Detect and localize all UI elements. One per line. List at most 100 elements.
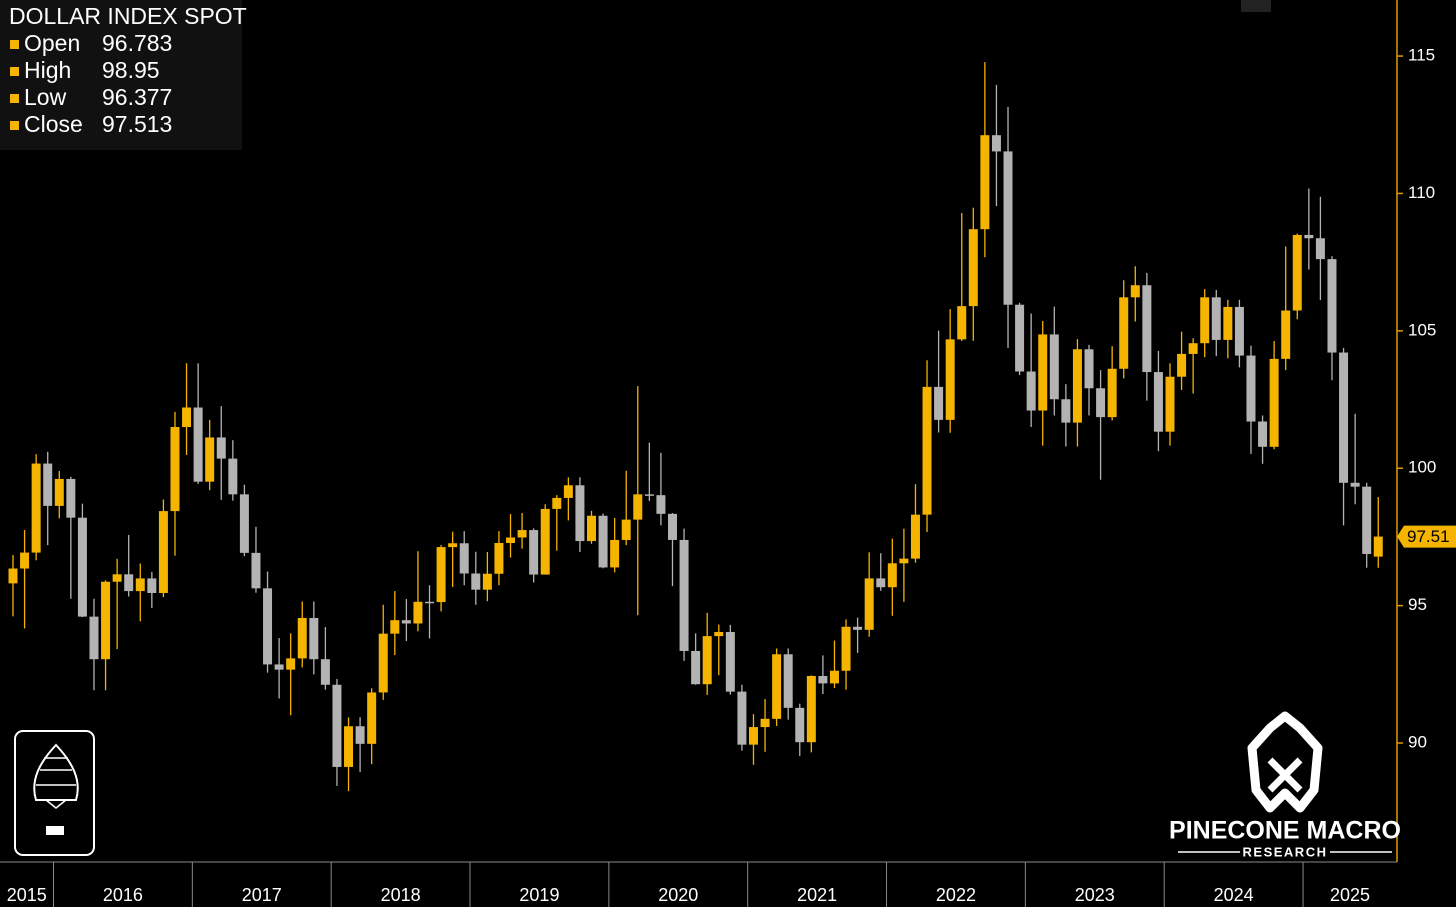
x-tick-label: 2024 <box>1214 885 1254 905</box>
candle-body <box>471 573 481 590</box>
candle-body <box>1003 151 1013 305</box>
candle-body <box>112 574 122 582</box>
candle-body <box>332 684 342 767</box>
x-tick-label: 2017 <box>242 885 282 905</box>
candle-body <box>667 513 677 540</box>
candle-body <box>818 675 828 684</box>
candle-body <box>1281 310 1291 359</box>
candle-body <box>1177 353 1187 377</box>
legend-value: 96.377 <box>102 84 172 110</box>
candle-body <box>1072 349 1082 423</box>
legend-box <box>0 0 242 150</box>
candle-body <box>413 601 423 624</box>
candle-body <box>66 478 76 518</box>
candle-body <box>540 508 550 575</box>
candle-body <box>8 568 18 584</box>
candle-body <box>610 539 620 568</box>
candle-body <box>1096 388 1106 418</box>
candle-body <box>1061 399 1071 423</box>
candle-body <box>506 537 516 543</box>
candle-body <box>968 229 978 307</box>
candle-body <box>772 654 782 719</box>
legend-label: Close <box>24 111 83 137</box>
legend-label: High <box>24 57 71 83</box>
candle-body <box>991 135 1001 152</box>
candle-body <box>853 626 863 630</box>
candle-body <box>1315 238 1325 260</box>
x-tick-label: 2023 <box>1075 885 1115 905</box>
candle-body <box>1049 334 1059 400</box>
candle-body <box>587 515 596 542</box>
candle-body <box>1327 259 1337 353</box>
candle-body <box>1246 355 1256 422</box>
candle-body <box>31 463 41 553</box>
candle-body <box>644 494 654 496</box>
pinecone-detail <box>36 757 76 809</box>
candle-body <box>691 650 701 685</box>
candle-body <box>1153 372 1163 432</box>
candle-body <box>748 727 758 745</box>
candle-body <box>1350 482 1360 487</box>
candle-body <box>1292 234 1302 311</box>
candle-body <box>216 437 226 459</box>
badge-frame <box>14 730 95 856</box>
x-tick-label: 2021 <box>797 885 837 905</box>
candle-body <box>482 573 492 590</box>
candle-body <box>401 620 411 624</box>
candle-body <box>887 563 897 588</box>
candle-body <box>378 633 388 693</box>
y-tick-label: 100 <box>1408 458 1436 477</box>
x-tick-label: 2019 <box>519 885 559 905</box>
candle-body <box>922 386 932 515</box>
x-tick-label: 2016 <box>103 885 143 905</box>
x-tick-label: 2020 <box>658 885 698 905</box>
candle-body <box>1119 297 1129 369</box>
candle-body <box>1026 371 1036 411</box>
y-tick-label: 115 <box>1408 46 1435 65</box>
candle-body <box>806 675 816 743</box>
candle-body <box>841 626 851 671</box>
badge-mark <box>46 826 64 835</box>
candle-body <box>910 514 920 559</box>
last-price-tag <box>1397 525 1456 548</box>
x-tick-label: 2025 <box>1330 885 1370 905</box>
candle-body <box>147 578 157 593</box>
x-tick-label: 2018 <box>381 885 421 905</box>
candle-body <box>459 543 469 574</box>
legend-label: Low <box>24 84 67 110</box>
candle-body <box>170 427 180 512</box>
legend-swatch <box>10 40 19 49</box>
candle-body <box>448 543 458 548</box>
legend-swatch <box>10 67 19 76</box>
legend-swatch <box>10 121 19 130</box>
brand-logo: PINECONE MACRO RESEARCH <box>1169 711 1401 859</box>
candle-body <box>633 494 643 520</box>
candle-body <box>1188 343 1198 354</box>
candle-body <box>679 539 689 651</box>
axes: 90 95 100 105 110 115 2015 2016 2017 2018 2019 2020… <box>7 46 1456 907</box>
candles <box>8 62 1383 792</box>
candle-body <box>945 339 955 420</box>
candle-body <box>205 437 215 482</box>
candle-body <box>390 620 400 634</box>
legend: Open 96.783 High 98.95 Low 96.377 Close 97.513 <box>10 30 172 137</box>
candle-body <box>124 574 134 592</box>
candle-body <box>598 515 608 568</box>
candle-body <box>529 530 539 575</box>
candle-body <box>158 511 168 593</box>
candle-body <box>274 664 284 670</box>
candle-body <box>1130 285 1140 298</box>
candle-body <box>425 601 435 604</box>
candle-body <box>251 552 261 589</box>
y-tick-label: 90 <box>1408 733 1427 752</box>
candle-body <box>737 691 747 745</box>
candle-body <box>1234 306 1244 356</box>
candle-body <box>20 552 30 569</box>
pinecone-icon <box>33 743 79 801</box>
candle-body <box>1211 297 1221 340</box>
candle-body <box>1200 297 1210 344</box>
candle-body <box>355 726 365 744</box>
candle-body <box>193 407 203 482</box>
window-icon <box>1241 0 1271 12</box>
